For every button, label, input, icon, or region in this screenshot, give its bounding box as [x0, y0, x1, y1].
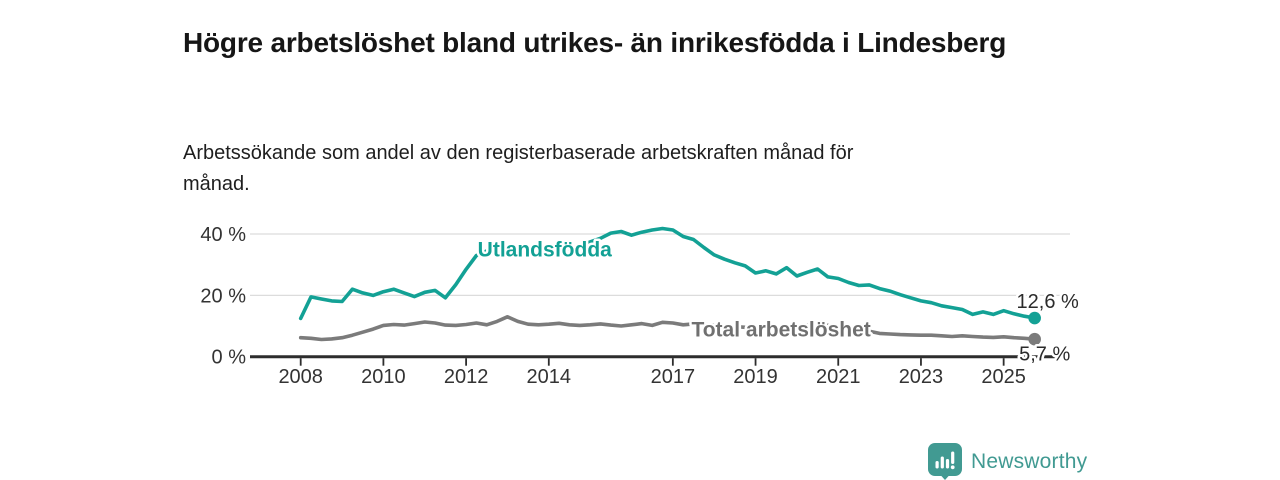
y-tick-label: 0 % — [212, 347, 247, 369]
x-tick-label: 2014 — [527, 366, 572, 388]
x-tick-label: 2010 — [361, 366, 406, 388]
unemployment-line-chart: 0 % 20 % 40 % 2008 2010 2012 2014 2017 2019 2021 2… — [185, 215, 1100, 400]
x-tick-label: 2021 — [816, 366, 861, 388]
x-tick-label: 2025 — [981, 366, 1026, 388]
utlandsfodda-series-label: Utlandsfödda — [478, 239, 612, 262]
total-arbetsloshet-end-value-label: 5,7 % — [1019, 344, 1070, 366]
x-tick-label: 2017 — [651, 366, 696, 388]
utlandsfodda-line — [298, 226, 1037, 321]
branding: Newsworthy — [928, 443, 1087, 480]
total-arbetsloshet-line — [298, 314, 1037, 342]
y-tick-label: 20 % — [200, 285, 246, 307]
utlandsfodda-end-dot — [1028, 311, 1041, 325]
chart-svg: 0 % 20 % 40 % 2008 2010 2012 2014 2017 2019 2021 2… — [200, 224, 1081, 388]
x-tick-label: 2008 — [278, 366, 323, 388]
total-arbetsloshet-end-dot — [1028, 332, 1041, 346]
chart-title: Högre arbetslöshet bland utrikes- än inr… — [183, 26, 1007, 58]
total-arbetsloshet-series-label: Total arbetslöshet — [691, 318, 870, 341]
chart-subtitle: Arbetssökande som andel av den registerb… — [183, 142, 854, 195]
branding-name: Newsworthy — [971, 449, 1088, 473]
x-tick-label: 2019 — [733, 366, 778, 388]
y-tick-label: 40 % — [200, 224, 246, 246]
utlandsfodda-end-value-label: 12,6 % — [1017, 291, 1079, 313]
x-tick-label: 2012 — [444, 366, 489, 388]
x-tick-label: 2023 — [899, 366, 944, 388]
newsworthy-logo-icon — [928, 443, 962, 480]
